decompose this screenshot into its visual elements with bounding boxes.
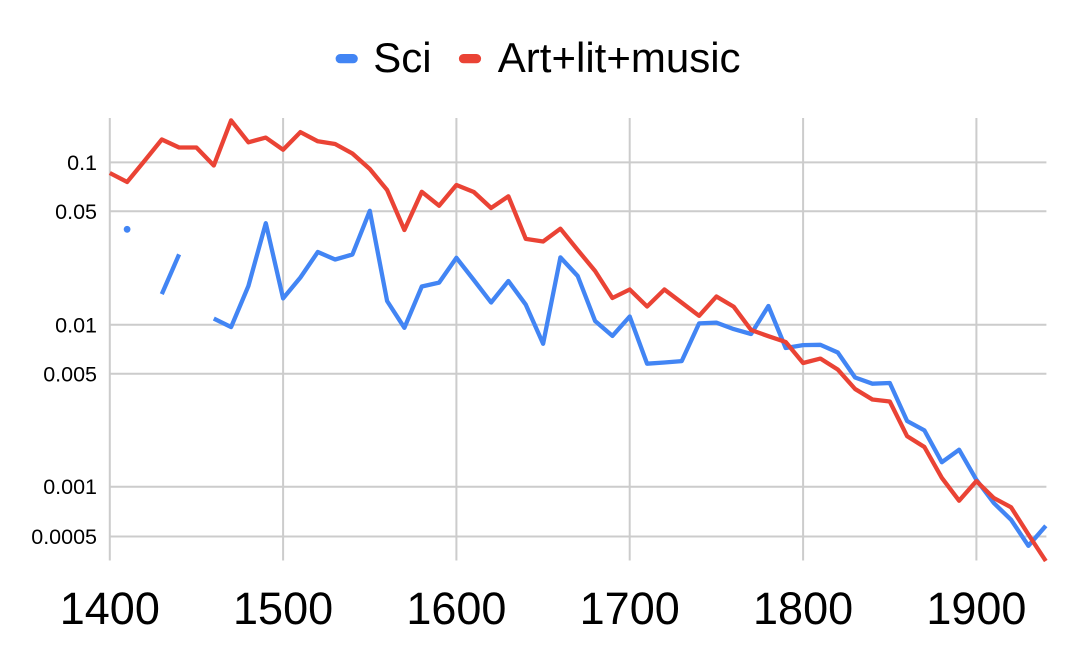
- svg-text:1900: 1900: [926, 583, 1026, 634]
- svg-text:1500: 1500: [233, 583, 333, 634]
- svg-text:0.05: 0.05: [55, 200, 97, 224]
- svg-text:0.1: 0.1: [67, 151, 97, 175]
- svg-text:1600: 1600: [406, 583, 506, 634]
- svg-text:0.001: 0.001: [43, 475, 97, 499]
- svg-text:0.01: 0.01: [55, 313, 97, 337]
- svg-text:0.0005: 0.0005: [31, 525, 97, 549]
- svg-text:1700: 1700: [580, 583, 680, 634]
- svg-text:1800: 1800: [753, 583, 853, 634]
- svg-text:1400: 1400: [60, 583, 160, 634]
- svg-text:Sci: Sci: [373, 34, 431, 81]
- svg-text:0.005: 0.005: [43, 362, 97, 386]
- svg-text:Art+lit+music: Art+lit+music: [498, 34, 741, 81]
